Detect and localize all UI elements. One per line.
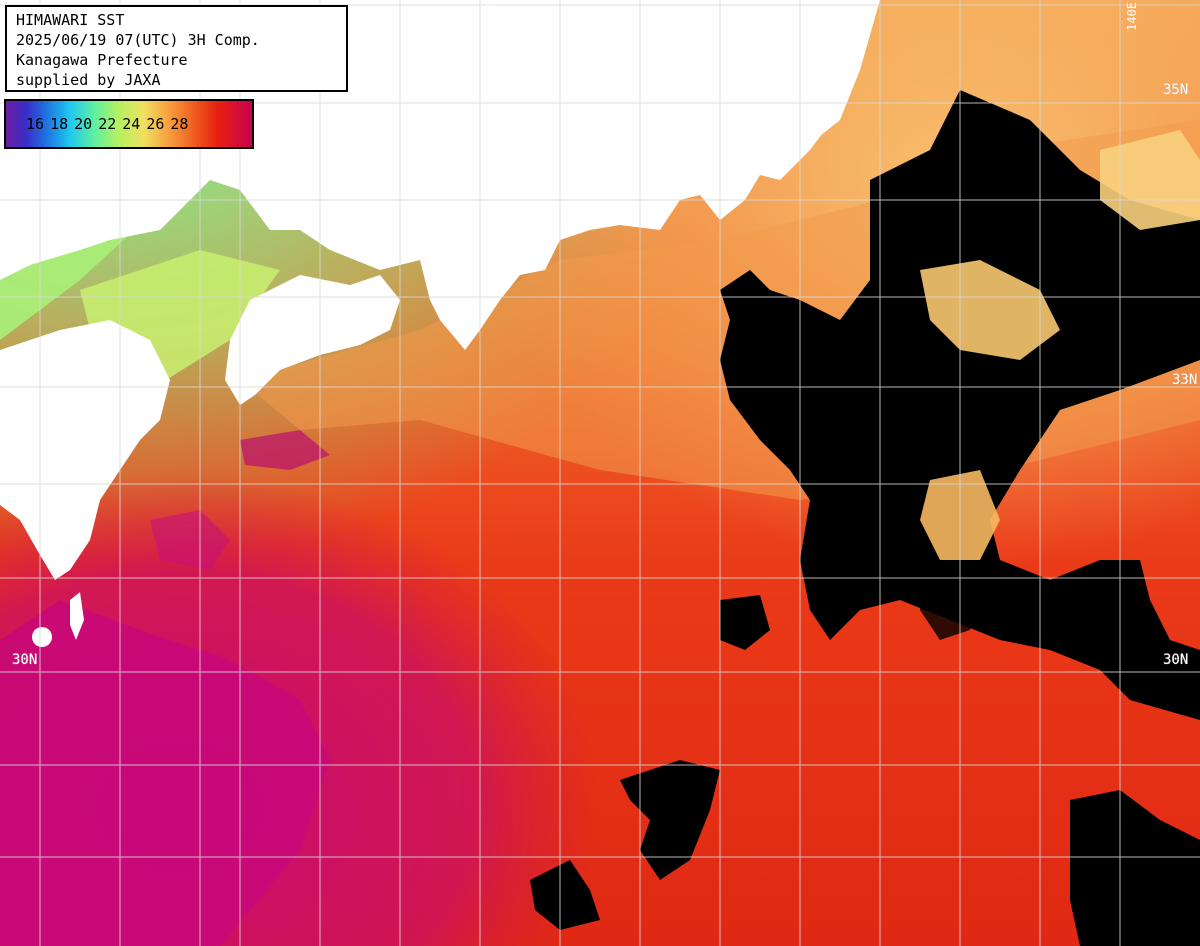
cloud-patch-mideast <box>920 550 980 640</box>
mild-patch-northeast <box>920 260 1060 360</box>
land-shikoku <box>225 275 400 405</box>
cloud-patch-southwest <box>530 860 600 930</box>
legend-label-16: 16 <box>26 115 45 133</box>
hot-patch-southwest <box>0 600 330 946</box>
legend-label-24: 24 <box>122 115 141 133</box>
lat-label-33n-right: 33N <box>1172 372 1198 388</box>
lat-label-35n-right: 35N <box>1163 82 1189 98</box>
info-timestamp: 2025/06/19 07(UTC) 3H Comp. <box>16 31 260 49</box>
legend-label-20: 20 <box>74 115 93 133</box>
lat-label-30n-left: 30N <box>12 652 38 668</box>
lon-label-140e: 140E <box>1125 2 1139 31</box>
mild-patch-northeast-2 <box>1100 130 1200 230</box>
island-tanegashima <box>70 592 84 640</box>
lon-label-135e: 135E <box>484 2 498 31</box>
cloud-patch-south <box>620 760 720 880</box>
lat-label-30n-right: 30N <box>1163 652 1189 668</box>
legend-label-18: 18 <box>50 115 69 133</box>
island-yakushima <box>32 627 52 647</box>
legend-label-28: 28 <box>170 115 189 133</box>
info-title: HIMAWARI SST <box>16 11 125 29</box>
info-box: HIMAWARI SST 2025/06/19 07(UTC) 3H Comp.… <box>5 5 348 92</box>
hot-patch-west <box>150 510 230 570</box>
land-izu <box>800 0 880 140</box>
hot-patch-upper <box>240 430 330 470</box>
temperature-legend: 16 18 20 22 24 26 28 <box>4 99 254 149</box>
legend-label-22: 22 <box>98 115 117 133</box>
legend-labels: 16 18 20 22 24 26 28 <box>26 115 194 133</box>
cloud-patch-center <box>720 595 770 650</box>
info-credit: supplied by JAXA <box>16 71 161 89</box>
info-region: Kanagawa Prefecture <box>16 51 188 69</box>
cloud-patch-southeast <box>1070 790 1200 946</box>
land-kyushu <box>0 320 170 580</box>
legend-label-26: 26 <box>146 115 165 133</box>
